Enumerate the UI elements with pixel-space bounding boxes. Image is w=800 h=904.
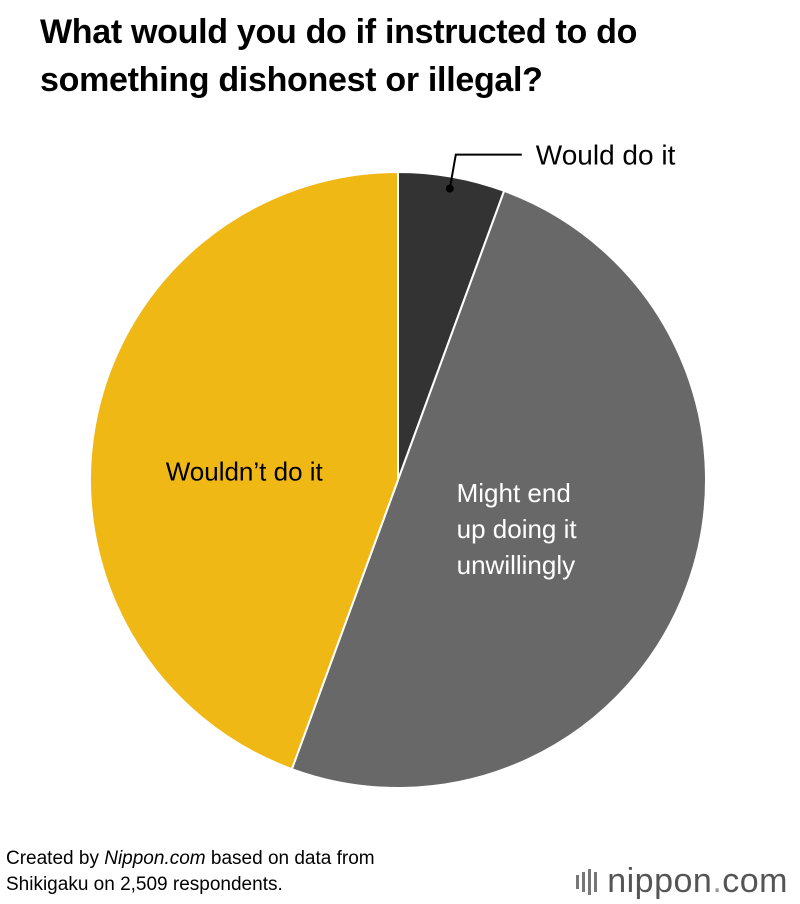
pie-slice-2: [290, 189, 707, 789]
bars-icon: [576, 868, 598, 895]
source-link[interactable]: Nippon.com: [104, 848, 206, 869]
source-note: Created by Nippon.com based on data from…: [6, 846, 375, 898]
chart-title: What would you do if instructed to do so…: [40, 8, 780, 104]
slice-label-2: Might end up doing it unwillingly: [457, 478, 578, 580]
slice-label-1: Would do it: [536, 140, 676, 171]
chart-title-line-1: What would you do if instructed to do: [40, 13, 638, 51]
brand-name: nippon: [607, 862, 713, 900]
source-note-line-2: Shikigaku on 2,509 respondents.: [6, 874, 283, 895]
chart-title-line-2: something dishonest or illegal?: [40, 61, 543, 99]
nippon-logo[interactable]: nippon. com: [576, 862, 788, 901]
leader-line: [448, 153, 522, 189]
source-note-line-1: Created by Nippon.com based on data from: [6, 848, 375, 869]
pie-slice-3: [89, 170, 399, 771]
slice-label-3: Wouldn’t do it: [166, 456, 324, 486]
brand-tld: com: [722, 862, 788, 900]
brand-dot: .: [712, 862, 723, 900]
